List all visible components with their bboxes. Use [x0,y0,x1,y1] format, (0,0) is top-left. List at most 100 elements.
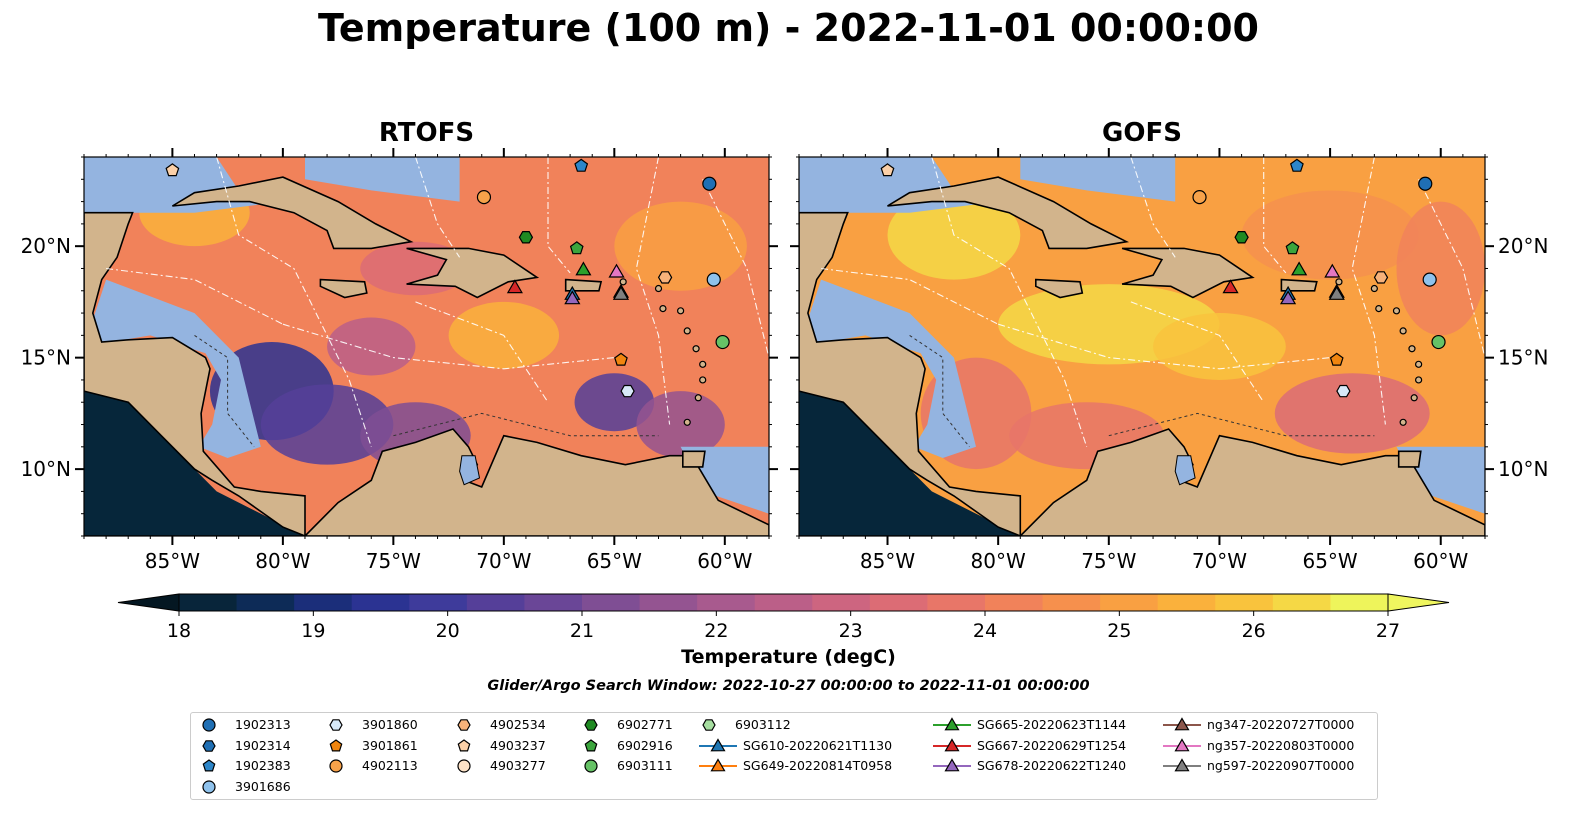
colorbar-tick-label: 25 [1107,620,1131,642]
eez-boundary [1130,301,1265,403]
legend-marker [457,759,471,773]
marker-3901686 [1422,272,1437,287]
legend-label: ng597-20220907T0000 [1207,758,1355,773]
legend-label: SG667-20220629T1254 [977,737,1127,753]
marker-6903111 [715,334,730,350]
map-group-gofs: 85°W 80°W 75°W 70°W 65°W 60°W 20°N 15°N 10°N [790,148,1548,573]
colorbar-segment [1330,594,1389,611]
puerto-rico-land [1280,278,1318,292]
legend-marker [202,759,216,772]
colorbar-segment [1100,594,1159,611]
marker-1902313 [1418,176,1433,191]
legend-marker [457,738,471,751]
bahamas-shelf [305,157,460,202]
marker-3901686 [706,272,721,287]
cuba-land [171,176,414,250]
ocean-field [799,157,1485,536]
lon-tick-label: 75°W [366,549,421,573]
colorbar-tick-label: 24 [973,620,997,642]
legend-label: 6903112 [735,717,791,732]
central-america-shelf [84,279,261,458]
figure-title: Temperature (100 m) - 2022-11-01 00:00:0… [317,6,1259,50]
lon-tick-label: 65°W [587,549,642,573]
lon-tick-label: 80°W [255,549,310,573]
legend-marker [584,719,598,731]
temperature-anomaly [1153,313,1286,380]
legend-marker-icon [457,738,471,751]
legend-label: 4902113 [362,758,418,773]
lesser-antilles-island [1399,418,1407,426]
lat-tick-label: 20°N [1498,234,1548,258]
legend: 1902313 1902314 1902383 3901686 3901860 39018… [190,712,1378,800]
lon-tick-label: 65°W [1302,549,1357,573]
colorbar-segment [1157,594,1216,611]
marker-SG667-20220629T1254 [1222,279,1239,294]
colorbar-tick-label: 19 [301,620,325,642]
legend-marker-icon [202,779,216,794]
colorbar-segment [409,594,468,611]
trinidad-land [1397,450,1422,468]
lon-tick-label: 60°W [1413,549,1468,573]
legend-marker [457,719,471,731]
marker-3901860 [1336,384,1351,398]
lat-tick-label: 10°N [21,457,71,481]
lesser-antilles-island [654,284,663,293]
colorbar-frame [178,593,1389,612]
legend-marker-icon [202,759,216,772]
marker-6902771 [1234,231,1249,244]
marker-4902113 [1192,190,1207,205]
eez-boundary [415,301,549,403]
legend-marker [329,759,343,773]
colorbar-segment [179,594,238,611]
legend-label: 1902313 [235,717,291,732]
eez-boundary [547,157,571,274]
lesser-antilles-island [699,376,707,384]
central-america-land [799,211,1022,536]
eez-boundary [106,267,284,325]
marker-SG678-20220622T1240 [564,290,581,305]
lon-tick-label: 85°W [145,549,200,573]
legend-marker [944,737,960,751]
legend-marker [202,718,216,732]
marker-6902771 [518,231,534,244]
colorbar-tick-label: 20 [436,620,460,642]
legend-marker [702,719,716,731]
orinoco-shelf [680,446,769,514]
legend-marker-icon [329,759,343,773]
colorbar-label: Temperature (degC) [681,646,896,668]
colorbar-tick-label: 18 [167,620,191,642]
isobath-contour [393,412,659,437]
colorbar-segment [351,594,410,611]
marker-1902383 [574,158,589,172]
lesser-antilles-island [1408,345,1416,353]
lat-tick-label: 10°N [1498,457,1548,481]
marker-4903237 [880,163,895,177]
temperature-anomaly [139,179,250,247]
marker-1902383 [1289,158,1304,172]
legend-marker-icon [1163,737,1201,751]
eez-boundary [1351,157,1386,425]
eez-boundary [635,157,671,425]
marker-SG665-20220623T1144 [575,261,592,276]
eez-boundary [1130,157,1176,258]
marker-SG665-20220623T1144 [1291,261,1308,276]
legend-marker [329,719,343,731]
central-america-land [84,211,306,536]
legend-marker [1174,737,1190,751]
marker-ng347-20220727T0000 [612,283,630,298]
marker-6902916 [569,241,584,255]
eez-boundary [216,157,372,447]
lat-tick-label: 15°N [1498,346,1548,370]
marker-4902534 [657,271,673,284]
lesser-antilles-island [1335,278,1343,286]
temperature-anomaly [209,342,334,441]
legend-label: 6902771 [617,717,673,732]
legend-label: 3901686 [235,778,291,794]
search-window-note: Glider/Argo Search Window: 2022-10-27 00… [487,678,1090,694]
colorbar-under-extend [117,593,180,612]
legend-marker [202,779,216,794]
lake-maracaibo [459,455,481,486]
legend-label: SG678-20220622T1240 [977,758,1127,773]
lesser-antilles-island [619,278,627,286]
colorbar-segment [927,594,986,611]
